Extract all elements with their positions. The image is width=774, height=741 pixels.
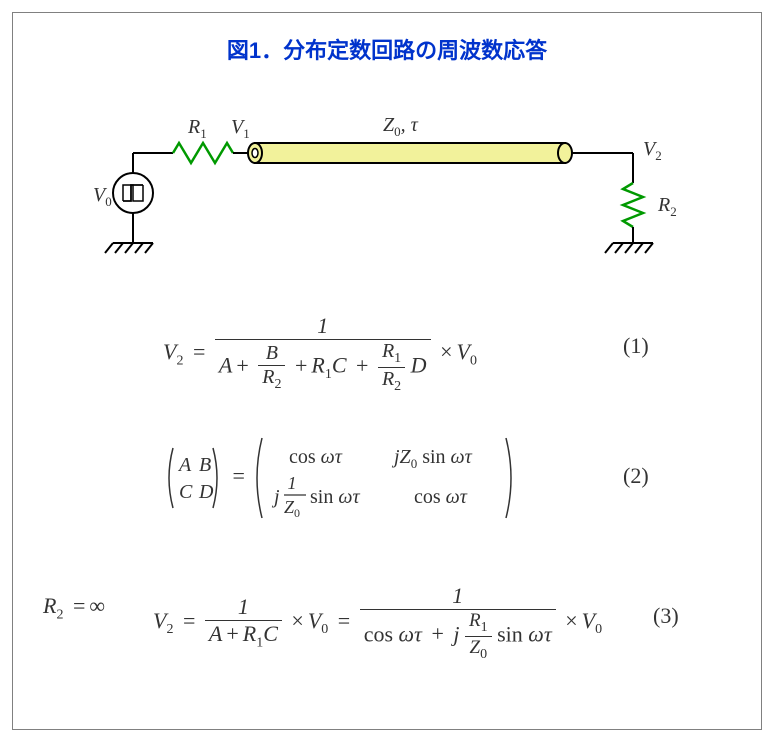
equation-2-number: (2) — [623, 463, 649, 489]
equation-1-number: (1) — [623, 333, 649, 359]
equation-3-condition: R2 =∞ — [43, 593, 105, 623]
figure-frame: 図1．分布定数回路の周波数応答 — [12, 12, 762, 730]
svg-text:C: C — [179, 481, 193, 503]
figure-title: 図1．分布定数回路の周波数応答 — [13, 33, 761, 65]
resistor-r2 — [623, 183, 643, 227]
svg-text:sin ωτ: sin ωτ — [310, 486, 360, 508]
label-r2: R2 — [657, 194, 677, 219]
label-v1: V1 — [231, 116, 250, 141]
equation-3-number: (3) — [653, 603, 679, 629]
transmission-line — [248, 143, 572, 163]
ground-right — [605, 243, 653, 253]
svg-text:cos ωτ: cos ωτ — [414, 486, 468, 508]
svg-text:cos ωτ: cos ωτ — [289, 446, 343, 468]
label-r1: R1 — [187, 116, 207, 141]
svg-text:1: 1 — [288, 473, 297, 493]
label-v2: V2 — [643, 138, 662, 163]
svg-text:Z0: Z0 — [284, 497, 300, 520]
svg-text:jZ0 sin ωτ: jZ0 sin ωτ — [391, 446, 473, 471]
ground-left — [105, 243, 153, 253]
equation-1: V2 = 1 A+ B R2 +R1C + R1 R2 D ×V0 — [163, 313, 477, 395]
svg-text:A: A — [177, 454, 192, 476]
label-v0: V0 — [93, 184, 112, 209]
svg-text:j: j — [271, 486, 280, 508]
resistor-r1 — [173, 143, 233, 163]
label-z0-tau: Z0, τ — [383, 114, 419, 139]
equation-3: V2 = 1 A+R1C ×V0 = 1 cos ωτ + j R1 Z0 si… — [153, 583, 602, 663]
svg-text:D: D — [198, 481, 214, 503]
equation-2: A B C D = cos ωτ jZ0 sin ωτ j 1 Z0 sin ω… — [163, 433, 514, 523]
circuit-diagram: V0 R1 V1 Z0, τ V2 R2 — [73, 93, 713, 293]
svg-text:B: B — [199, 454, 211, 476]
